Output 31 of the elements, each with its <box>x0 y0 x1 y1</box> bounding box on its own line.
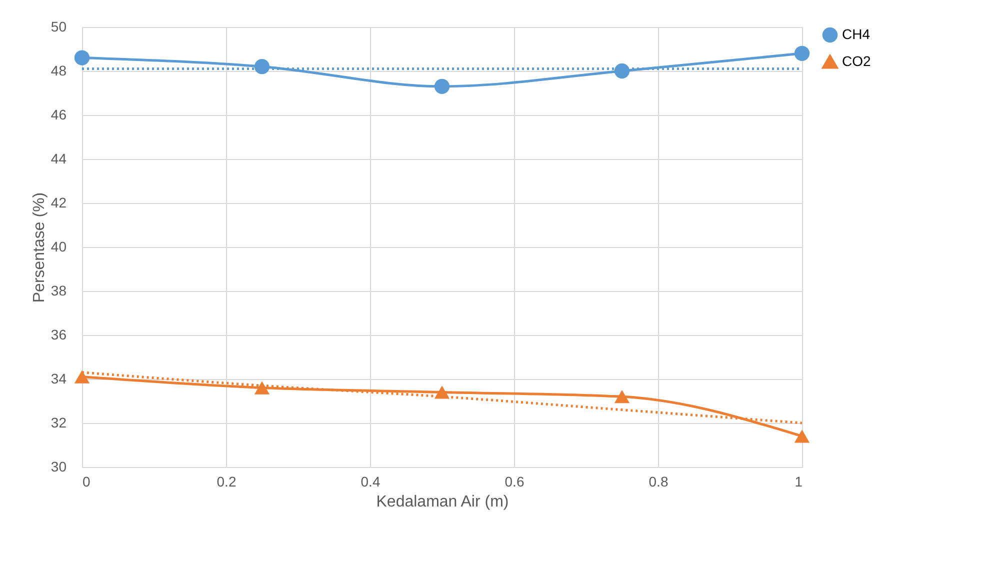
point <box>434 78 450 94</box>
x-tick-label: 0.8 <box>648 474 668 490</box>
point <box>614 390 630 404</box>
x-tick-label: 0.6 <box>504 474 524 490</box>
y-tick-label: 30 <box>50 458 67 474</box>
point <box>434 386 450 399</box>
point <box>794 46 810 61</box>
point <box>794 430 810 443</box>
y-tick-label: 34 <box>50 370 67 386</box>
y-tick-label: 40 <box>50 238 67 254</box>
y-tick-label: 48 <box>50 62 67 78</box>
point <box>74 50 90 66</box>
point <box>254 381 270 394</box>
x-tick-label: 0.4 <box>360 474 380 490</box>
y-tick-label: 50 <box>50 18 67 34</box>
point <box>254 59 270 74</box>
y-axis-title: Persentase (%) <box>30 192 48 303</box>
y-tick-label: 32 <box>50 414 67 430</box>
y-tick-label: 44 <box>50 150 67 166</box>
point <box>614 63 630 79</box>
y-tick-label: 42 <box>50 194 67 210</box>
legend-label: CH4 <box>842 26 870 42</box>
x-axis-title: Kedalaman Air (m) <box>376 494 509 510</box>
point <box>74 370 90 384</box>
y-tick-label: 38 <box>50 282 67 298</box>
y-tick-label: 46 <box>50 106 67 122</box>
x-tick-label: 0.2 <box>216 474 236 490</box>
y-tick-label: 36 <box>50 326 67 342</box>
x-tick-label: 1 <box>794 474 803 490</box>
legend-label: CO2 <box>842 53 871 69</box>
x-tick-label: 0 <box>82 474 90 490</box>
